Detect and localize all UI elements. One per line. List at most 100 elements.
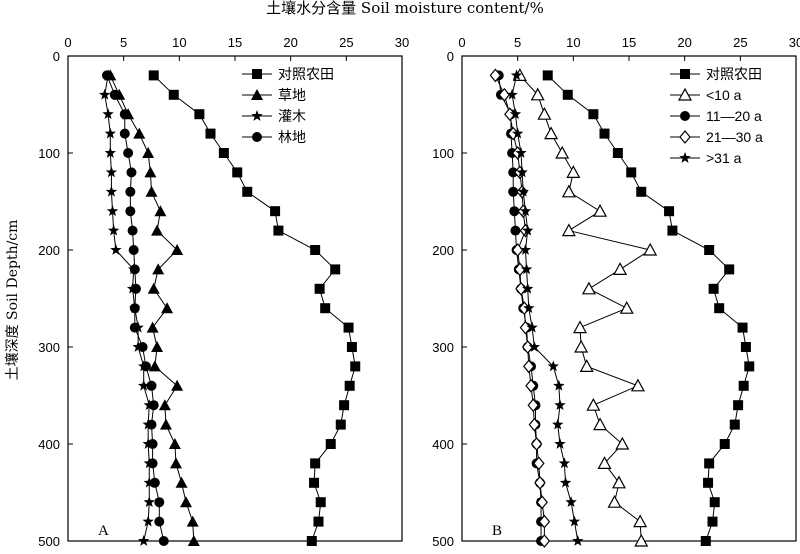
legend-label: 11—20 a [706, 108, 762, 124]
data-point [147, 282, 160, 294]
y-tick-label: 0 [53, 49, 60, 64]
data-point [733, 400, 744, 411]
data-point [521, 282, 534, 294]
data-point [574, 339, 589, 353]
x-tick-label: 5 [514, 35, 521, 50]
x-tick-label: 15 [228, 35, 242, 50]
legend-marker [679, 130, 691, 144]
data-point [330, 264, 341, 275]
data-point [514, 262, 526, 277]
data-point [325, 439, 336, 449]
data-point [597, 456, 612, 469]
data-point [738, 380, 749, 391]
data-point [510, 69, 523, 81]
x-tick-label: 30 [395, 35, 409, 50]
data-point [146, 419, 157, 430]
data-point [99, 88, 111, 100]
data-point [593, 203, 608, 217]
data-point [516, 166, 528, 178]
data-point [643, 242, 658, 256]
data-point [320, 303, 331, 314]
data-point [581, 281, 596, 295]
data-point [148, 70, 159, 81]
figure-title: 土壤水分含量 Soil moisture content/% [266, 0, 544, 17]
data-point [148, 400, 159, 411]
y-tick-label: 500 [38, 534, 60, 549]
x-tick-label: 10 [172, 35, 186, 50]
data-point [521, 340, 534, 354]
data-point [506, 88, 518, 100]
data-point [123, 148, 134, 158]
legend-marker [252, 132, 262, 142]
data-point [194, 109, 205, 120]
data-point [159, 418, 172, 430]
data-point [511, 243, 524, 257]
data-point [126, 167, 137, 178]
x-tick-label: 0 [64, 35, 71, 50]
data-point [125, 206, 136, 217]
legend-label: 21—30 a [706, 129, 763, 145]
data-point [586, 397, 601, 411]
data-point [180, 496, 193, 508]
legend-label: >31 a [706, 150, 742, 166]
y-tick-label: 100 [432, 146, 454, 161]
data-point [151, 341, 164, 352]
data-point [130, 283, 141, 294]
data-point [489, 68, 502, 83]
data-point [633, 514, 648, 528]
data-point [232, 167, 243, 178]
data-point [555, 145, 570, 159]
data-point [515, 281, 527, 296]
data-point [534, 475, 546, 490]
data-point [708, 283, 719, 294]
data-point [147, 439, 158, 449]
data-point [110, 244, 122, 255]
data-point [572, 535, 584, 546]
data-point [128, 245, 139, 255]
data-point [724, 264, 735, 275]
data-point [667, 225, 678, 236]
y-tick-label: 400 [432, 437, 454, 452]
data-point [613, 262, 628, 275]
data-point [504, 107, 516, 122]
data-point [171, 379, 184, 391]
data-point [554, 438, 566, 449]
data-point [528, 341, 541, 352]
x-tick-label: 25 [339, 35, 353, 50]
data-point [270, 206, 281, 217]
data-point [109, 89, 120, 100]
legend-label: 对照农田 [706, 66, 762, 82]
data-point [168, 89, 179, 100]
data-point [125, 186, 136, 197]
data-point [143, 496, 155, 508]
series-0 [542, 70, 755, 546]
data-point [517, 185, 529, 197]
data-point [149, 477, 160, 488]
data-point [344, 380, 355, 391]
data-point [547, 360, 559, 372]
data-point [138, 379, 150, 391]
data-point [599, 128, 610, 139]
data-point [144, 166, 157, 178]
data-point [309, 477, 320, 488]
legend-label: 对照农田 [278, 66, 334, 82]
data-point [508, 167, 519, 178]
data-point [565, 496, 577, 508]
data-point [636, 186, 647, 197]
data-point [740, 342, 751, 352]
legend-marker [679, 152, 691, 163]
data-point [553, 379, 565, 391]
legend-marker [252, 69, 262, 79]
data-point [626, 167, 637, 178]
x-tick-label: 0 [458, 35, 465, 50]
data-point [561, 184, 576, 198]
data-point [127, 225, 138, 236]
data-point [151, 224, 164, 236]
data-point [145, 185, 158, 197]
data-point [538, 534, 551, 548]
data-point [704, 458, 715, 469]
data-point [137, 342, 148, 352]
data-point [146, 380, 157, 391]
